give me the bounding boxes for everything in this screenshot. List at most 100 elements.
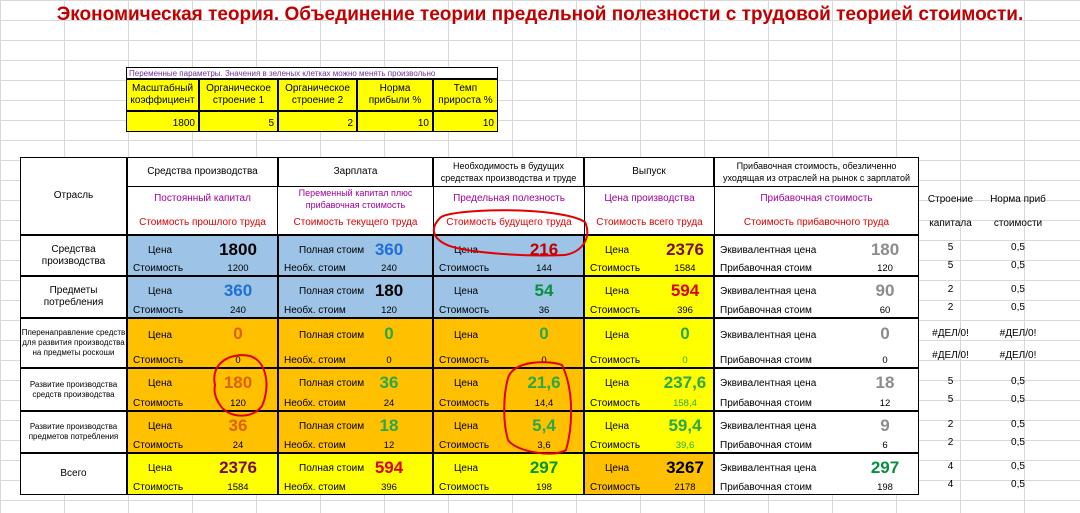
table-cell[interactable]: Цена Стоимость 594 396 [584, 276, 714, 318]
cell-sublabel: Стоимость [590, 482, 641, 493]
structure-value: 5 [947, 242, 954, 254]
cell-sub-value: 0 [386, 355, 392, 366]
cell-label: Эквивалентная цена [720, 421, 817, 432]
table-cell[interactable]: Цена Стоимость 0 0 [127, 318, 278, 368]
rate-value: 0,5 [1011, 478, 1025, 490]
cell-sub-value: 120 [381, 305, 397, 316]
cell-sublabel: Стоимость [133, 305, 184, 316]
row-name: Предметы потребления [20, 276, 127, 318]
annotation-outline-future-labor [432, 209, 589, 257]
cell-sub-value: 2178 [674, 482, 696, 493]
row-name: Развитие производства средств производст… [20, 368, 127, 411]
cell-main-value: 594 [670, 281, 700, 300]
table-cell[interactable]: Эквивалентная цена Прибавочная стоим 297 19… [714, 453, 919, 495]
cell-label: Полная стоим [299, 245, 365, 256]
param-header-profit: Норма прибыли % [357, 79, 433, 111]
table-cell[interactable]: Цена Стоимость 237,6 158,4 [584, 368, 714, 411]
cell-sub-value: 14,4 [534, 398, 554, 409]
cell-label: Цена [454, 330, 479, 341]
param-value-profit[interactable]: 10 [357, 111, 433, 132]
cell-main-value: 0 [680, 324, 690, 343]
cell-sub-value: 144 [536, 263, 552, 274]
table-cell[interactable]: Эквивалентная цена Прибавочная стоим 0 0 [714, 318, 919, 368]
cell-main-value: 9 [880, 416, 890, 435]
cell-main-value: 360 [223, 281, 253, 300]
col1-bot: Стоимость прошлого труда [127, 211, 278, 235]
param-header-org1: Органическое строение 1 [199, 79, 278, 111]
cell-sublabel: Прибавочная стоим [720, 355, 812, 366]
param-value-scale[interactable]: 1800 [126, 111, 199, 132]
table-cell[interactable]: Цена Стоимость 297 198 [433, 453, 584, 495]
table-cell[interactable]: Эквивалентная цена Прибавочная стоим 90 60 [714, 276, 919, 318]
cell-label: Цена [605, 330, 630, 341]
cell-sub-value: 120 [877, 263, 893, 274]
structure-value: 5 [947, 259, 954, 271]
cell-label: Цена [148, 330, 173, 341]
table-cell[interactable]: Цена Стоимость 0 0 [584, 318, 714, 368]
col2-top: Зарплата [278, 157, 433, 187]
table-cell[interactable]: Цена Стоимость 0 0 [433, 318, 584, 368]
cell-sub-value: 24 [232, 440, 244, 451]
cell-sub-value: 158,4 [673, 398, 697, 409]
table-cell[interactable]: Цена Стоимость 1800 1200 [127, 235, 278, 276]
table-cell[interactable]: Полная стоим Необх. стоим 180 120 [278, 276, 433, 318]
cell-main-value: 297 [529, 458, 559, 477]
table-cell[interactable]: Полная стоим Необх. стоим 18 12 [278, 411, 433, 453]
table-cell[interactable]: Цена Стоимость 59,4 39,6 [584, 411, 714, 453]
cell-label: Полная стоим [299, 330, 365, 341]
cell-main-value: 0 [233, 324, 243, 343]
table-cell[interactable]: Цена Стоимость 2376 1584 [127, 453, 278, 495]
cell-main-value: 54 [534, 281, 554, 300]
cell-main-value: 0 [384, 324, 394, 343]
cell-label: Цена [605, 421, 630, 432]
rate-value: 0,5 [1011, 418, 1025, 430]
table-cell[interactable]: Полная стоим Необх. стоим 0 0 [278, 318, 433, 368]
cell-label: Цена [605, 286, 630, 297]
table-cell[interactable]: Полная стоим Необх. стоим 36 24 [278, 368, 433, 411]
table-cell[interactable]: Цена Стоимость 36 24 [127, 411, 278, 453]
cell-main-value: 59,4 [668, 416, 702, 435]
cell-sub-value: 0 [541, 355, 547, 366]
param-value-org1[interactable]: 5 [199, 111, 278, 132]
param-value-org2[interactable]: 2 [278, 111, 357, 132]
cell-main-value: 216 [529, 240, 559, 259]
table-cell[interactable]: Эквивалентная цена Прибавочная стоим 180 12… [714, 235, 919, 276]
table-cell[interactable]: Эквивалентная цена Прибавочная стоим 9 6 [714, 411, 919, 453]
cell-sub-value: 198 [877, 482, 893, 493]
table-cell[interactable]: Полная стоим Необх. стоим 360 240 [278, 235, 433, 276]
cell-sub-value: 6 [882, 440, 888, 451]
col5-bot: Стоимость прибавочного труда [714, 211, 919, 235]
cell-label: Цена [454, 421, 479, 432]
cell-sublabel: Стоимость [439, 440, 490, 451]
param-header-org2: Органическое строение 2 [278, 79, 357, 111]
cell-main-value: 180 [374, 281, 404, 300]
rate-value: #ДЕЛ/0! [999, 327, 1037, 339]
cell-sublabel: Стоимость [439, 482, 490, 493]
cell-sub-value: 1584 [674, 263, 696, 274]
cell-sublabel: Стоимость [590, 398, 641, 409]
table-cell[interactable]: Цена Стоимость 360 240 [127, 276, 278, 318]
table-cell[interactable]: Цена Стоимость 3267 2178 [584, 453, 714, 495]
col3-top: Необходимость в будущих средствах произв… [433, 157, 584, 187]
cell-sublabel: Стоимость [439, 355, 490, 366]
cell-label: Полная стоим [299, 421, 365, 432]
cell-main-value: 3267 [666, 458, 704, 477]
cell-sublabel: Стоимость [133, 398, 184, 409]
col5-top: Прибавочная стоимость, обезличенно уходя… [714, 157, 919, 187]
cell-main-value: 180 [223, 373, 253, 392]
cell-main-value: 2376 [219, 458, 257, 477]
table-cell[interactable]: Цена Стоимость 180 120 [127, 368, 278, 411]
cell-main-value: 36 [228, 416, 248, 435]
table-cell[interactable]: Полная стоим Необх. стоим 594 396 [278, 453, 433, 495]
table-cell[interactable]: Цена Стоимость 2376 1584 [584, 235, 714, 276]
cell-label: Цена [605, 463, 630, 474]
table-cell[interactable]: Цена Стоимость 5,4 3,6 [433, 411, 584, 453]
table-cell[interactable]: Эквивалентная цена Прибавочная стоим 18 12 [714, 368, 919, 411]
cell-label: Эквивалентная цена [720, 286, 817, 297]
cell-label: Цена [454, 378, 479, 389]
table-cell[interactable]: Цена Стоимость 54 36 [433, 276, 584, 318]
param-value-growth[interactable]: 10 [433, 111, 498, 132]
cell-main-value: 180 [870, 240, 900, 259]
params-note: Переменные параметры. Значения в зеленых… [129, 69, 436, 78]
